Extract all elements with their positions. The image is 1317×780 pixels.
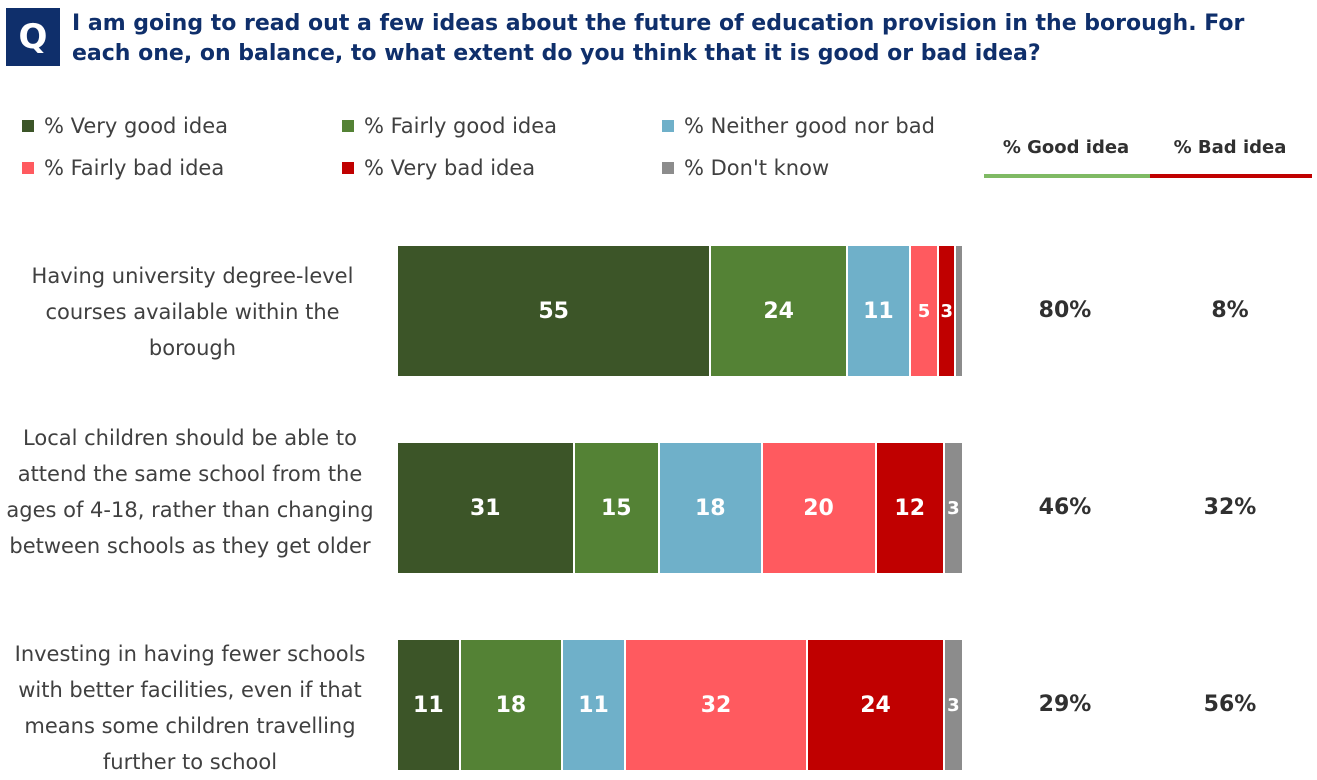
legend-swatch <box>342 120 354 132</box>
bar-segment: 3 <box>944 443 962 573</box>
legend-label: % Very bad idea <box>364 156 536 180</box>
data-label: 12 <box>894 495 926 521</box>
data-label: 11 <box>863 298 894 324</box>
bar-segment: 11 <box>563 640 626 770</box>
bar-segment: 18 <box>660 443 763 573</box>
data-label: 11 <box>413 692 444 718</box>
data-label: 32 <box>700 692 732 718</box>
good-idea-value: 80% <box>1038 298 1092 323</box>
stacked-bar: 31 15 18 20 12 3 <box>398 443 962 573</box>
legend-label: % Fairly bad idea <box>44 156 225 180</box>
category-label: Having university degree-level courses a… <box>31 264 354 360</box>
bar-segment: 11 <box>398 640 461 770</box>
legend-swatch <box>22 120 34 132</box>
data-label: 18 <box>695 495 726 521</box>
data-label: 18 <box>495 692 527 718</box>
question-text: I am going to read out a few ideas about… <box>72 11 1245 66</box>
legend-item: % Very bad idea <box>342 156 535 180</box>
bar-segment: 3 <box>944 640 962 770</box>
legend-item: % Don't know <box>662 156 829 180</box>
legend-swatch <box>22 162 34 174</box>
bar-segment: 12 <box>876 443 945 573</box>
legend-item: % Fairly bad idea <box>22 156 224 180</box>
data-label: 55 <box>538 298 569 324</box>
bad-idea-underline <box>1150 174 1312 178</box>
question-badge: Q <box>6 8 60 66</box>
bar-segment: 32 <box>625 640 809 770</box>
bar-segment: 24 <box>808 640 945 770</box>
data-label: 3 <box>940 300 953 322</box>
legend-item: % Neither good nor bad <box>662 114 935 138</box>
bar-segment <box>956 246 962 376</box>
bad-idea-header: % Bad idea <box>1173 137 1287 158</box>
bar-segment: 31 <box>398 443 575 573</box>
bar-segment: 24 <box>711 246 849 376</box>
data-label: 5 <box>917 300 931 322</box>
legend-label: % Fairly good idea <box>364 114 558 138</box>
good-idea-underline <box>984 174 1150 178</box>
legend-item: % Fairly good idea <box>342 114 557 138</box>
stacked-bar: 11 18 11 32 24 3 <box>398 640 962 770</box>
bar-segment: 11 <box>848 246 911 376</box>
data-label: 3 <box>947 497 960 519</box>
bar-segment: 20 <box>762 443 877 573</box>
data-label: 15 <box>601 495 632 521</box>
bad-idea-value: 8% <box>1211 298 1249 323</box>
legend-swatch <box>662 162 674 174</box>
data-label: 31 <box>469 495 501 521</box>
data-label: 11 <box>578 692 609 718</box>
legend-label: % Very good idea <box>44 114 229 138</box>
stacked-bar: 55 24 11 5 3 <box>398 246 962 376</box>
data-label: 24 <box>763 298 794 324</box>
legend: % Very good idea % Fairly good idea % Neit… <box>22 114 982 194</box>
bar-segment: 18 <box>460 640 564 770</box>
legend-swatch <box>342 162 354 174</box>
legend-label: % Neither good nor bad <box>684 114 935 138</box>
bar-segment: 5 <box>910 246 940 376</box>
bad-idea-value: 32% <box>1203 495 1257 520</box>
good-idea-value: 46% <box>1038 495 1092 520</box>
legend-item: % Very good idea <box>22 114 228 138</box>
bar-segment: 3 <box>939 246 957 376</box>
category-label: Local children should be able to attend … <box>6 426 374 558</box>
good-idea-value: 29% <box>1038 692 1092 717</box>
good-idea-header: % Good idea <box>1002 137 1130 158</box>
legend-swatch <box>662 120 674 132</box>
bad-idea-value: 56% <box>1203 692 1257 717</box>
bar-segment: 15 <box>574 443 661 573</box>
legend-label: % Don't know <box>684 156 830 180</box>
data-label: 3 <box>947 694 960 716</box>
data-label: 24 <box>860 692 891 718</box>
data-label: 20 <box>803 495 834 521</box>
bar-segment: 55 <box>398 246 712 376</box>
category-label: Investing in having fewer schools with b… <box>14 642 366 774</box>
